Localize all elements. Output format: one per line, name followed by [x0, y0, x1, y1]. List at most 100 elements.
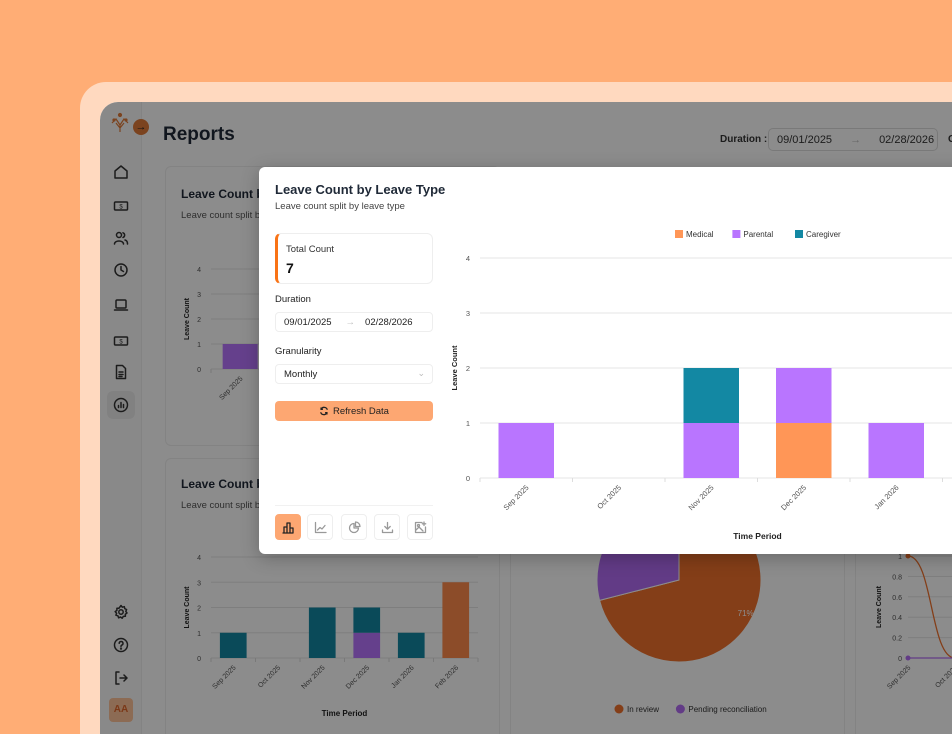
sidebar-item-home[interactable]: [107, 158, 135, 186]
y-axis-label: Leave Count: [876, 585, 883, 628]
modal-subtitle: Leave count split by leave type: [275, 201, 405, 212]
legend-label: In review: [627, 705, 659, 714]
sidebar-item-documents[interactable]: [107, 358, 135, 386]
legend-swatch-medical: [675, 230, 683, 238]
divider: [275, 505, 433, 506]
y-tick-label: 0.2: [892, 636, 902, 643]
granularity-label: Granularity: [275, 346, 322, 357]
sidebar-item-payroll[interactable]: $: [107, 192, 135, 220]
start-date: 09/01/2025: [777, 133, 833, 146]
legend-label-caregiver: Caregiver: [806, 230, 841, 239]
chart-detail-modal: Leave Count by Leave Type Leave count sp…: [259, 167, 952, 554]
document-icon: [115, 364, 127, 380]
legend-swatch-parental: [732, 230, 741, 238]
card-subtitle: Leave count split b: [181, 500, 261, 511]
avatar[interactable]: AA: [109, 698, 133, 722]
legend-label: Pending reconciliation: [688, 705, 766, 714]
y-tick-label: 0: [197, 367, 201, 374]
duration-label: Duration :: [720, 134, 768, 145]
x-axis-label: Time Period: [733, 531, 782, 541]
chart-icon: [113, 397, 129, 413]
end-date-input[interactable]: 02/28/2026: [365, 316, 413, 328]
y-tick-label: 1: [197, 631, 201, 638]
sidebar-item-logout[interactable]: [107, 664, 135, 692]
line-series-0: [907, 555, 952, 658]
x-tick-label: Dec 2025: [779, 483, 808, 512]
total-count-card: Total Count 7: [275, 233, 433, 284]
y-tick-label: 3: [197, 292, 201, 299]
sidebar-item-help[interactable]: [107, 631, 135, 659]
download-icon: [381, 521, 393, 533]
sidebar-item-people[interactable]: [107, 224, 135, 252]
card-title: Leave Count b: [181, 187, 264, 201]
y-tick-label: 1: [197, 342, 201, 349]
users-icon: [113, 231, 129, 245]
modal-title: Leave Count by Leave Type: [275, 182, 446, 197]
x-tick-label: Sep 2025: [502, 483, 531, 512]
range-arrow: →: [345, 316, 356, 328]
refresh-data-button[interactable]: Refresh Data: [275, 401, 433, 421]
x-axis-label: Time Period: [322, 709, 368, 718]
granularity-select[interactable]: Monthly ⌄: [275, 364, 433, 384]
y-tick-label: 0: [197, 656, 201, 663]
y-tick-label: 4: [197, 555, 201, 562]
sidebar-item-expenses[interactable]: $: [107, 327, 135, 355]
y-tick-label: 4: [466, 254, 470, 263]
gear-icon: [114, 604, 128, 619]
logo-icon: [110, 112, 130, 139]
svg-text:$: $: [119, 340, 123, 346]
pie-chart-icon: [348, 520, 361, 533]
page-title: Reports: [163, 124, 235, 145]
y-tick-label: 3: [466, 309, 470, 318]
money-icon: $: [113, 336, 129, 346]
x-tick-label: Oct 2025: [595, 483, 623, 511]
sidebar-item-settings[interactable]: [107, 598, 135, 626]
y-tick-label: 0.6: [892, 595, 902, 602]
x-tick-label: Jan 2026: [872, 483, 900, 511]
y-tick-label: 0: [898, 656, 902, 663]
y-tick-label: 0: [466, 474, 470, 483]
sidebar-item-devices[interactable]: [107, 291, 135, 319]
image-icon: [414, 520, 426, 533]
sidebar-toggle-button[interactable]: →: [133, 119, 149, 135]
card-subtitle: Leave count split b: [181, 210, 261, 221]
total-count-label: Total Count: [286, 244, 335, 255]
svg-text:$: $: [119, 205, 123, 211]
refresh-icon: [320, 406, 328, 416]
y-axis-label: Leave Count: [184, 297, 191, 340]
duration-range-picker[interactable]: 09/01/2025 → 02/28/2026: [768, 128, 938, 151]
bar-chart-button[interactable]: [275, 514, 301, 540]
duration-label: Duration: [275, 294, 311, 305]
legend-dot: [614, 704, 624, 714]
home-icon: [114, 165, 128, 179]
bar-caregiver: [353, 607, 381, 633]
line-chart-button[interactable]: [307, 514, 333, 540]
export-image-button[interactable]: [407, 514, 433, 540]
bar-parental: [683, 423, 739, 478]
card-title: Leave Count b: [181, 477, 264, 491]
help-icon: [113, 637, 129, 653]
y-tick-label: 2: [197, 606, 201, 613]
duration-range-picker[interactable]: 09/01/2025 → 02/28/2026: [275, 312, 433, 332]
sidebar-item-reports[interactable]: [107, 391, 135, 419]
x-tick-label: Nov 2025: [687, 483, 716, 512]
laptop-icon: [113, 299, 129, 311]
y-tick-label: 2: [197, 317, 201, 324]
y-tick-label: 0.8: [892, 574, 902, 581]
bar-caregiver: [397, 632, 425, 658]
money-icon: $: [113, 201, 129, 211]
y-axis-label: Leave Count: [184, 586, 191, 629]
pie-label: 71%: [738, 609, 754, 618]
download-button[interactable]: [374, 514, 400, 540]
sidebar-item-time[interactable]: [107, 256, 135, 284]
pie-chart-button[interactable]: [341, 514, 367, 540]
start-date-input[interactable]: 09/01/2025: [284, 316, 332, 328]
bar-caregiver: [308, 607, 336, 658]
bar-medical: [442, 582, 470, 658]
line-chart-icon: [314, 521, 327, 533]
granularity-label: G: [948, 134, 952, 145]
legend-swatch-caregiver: [795, 230, 803, 238]
bar-caregiver: [683, 368, 739, 423]
y-tick-label: 1: [466, 419, 470, 428]
